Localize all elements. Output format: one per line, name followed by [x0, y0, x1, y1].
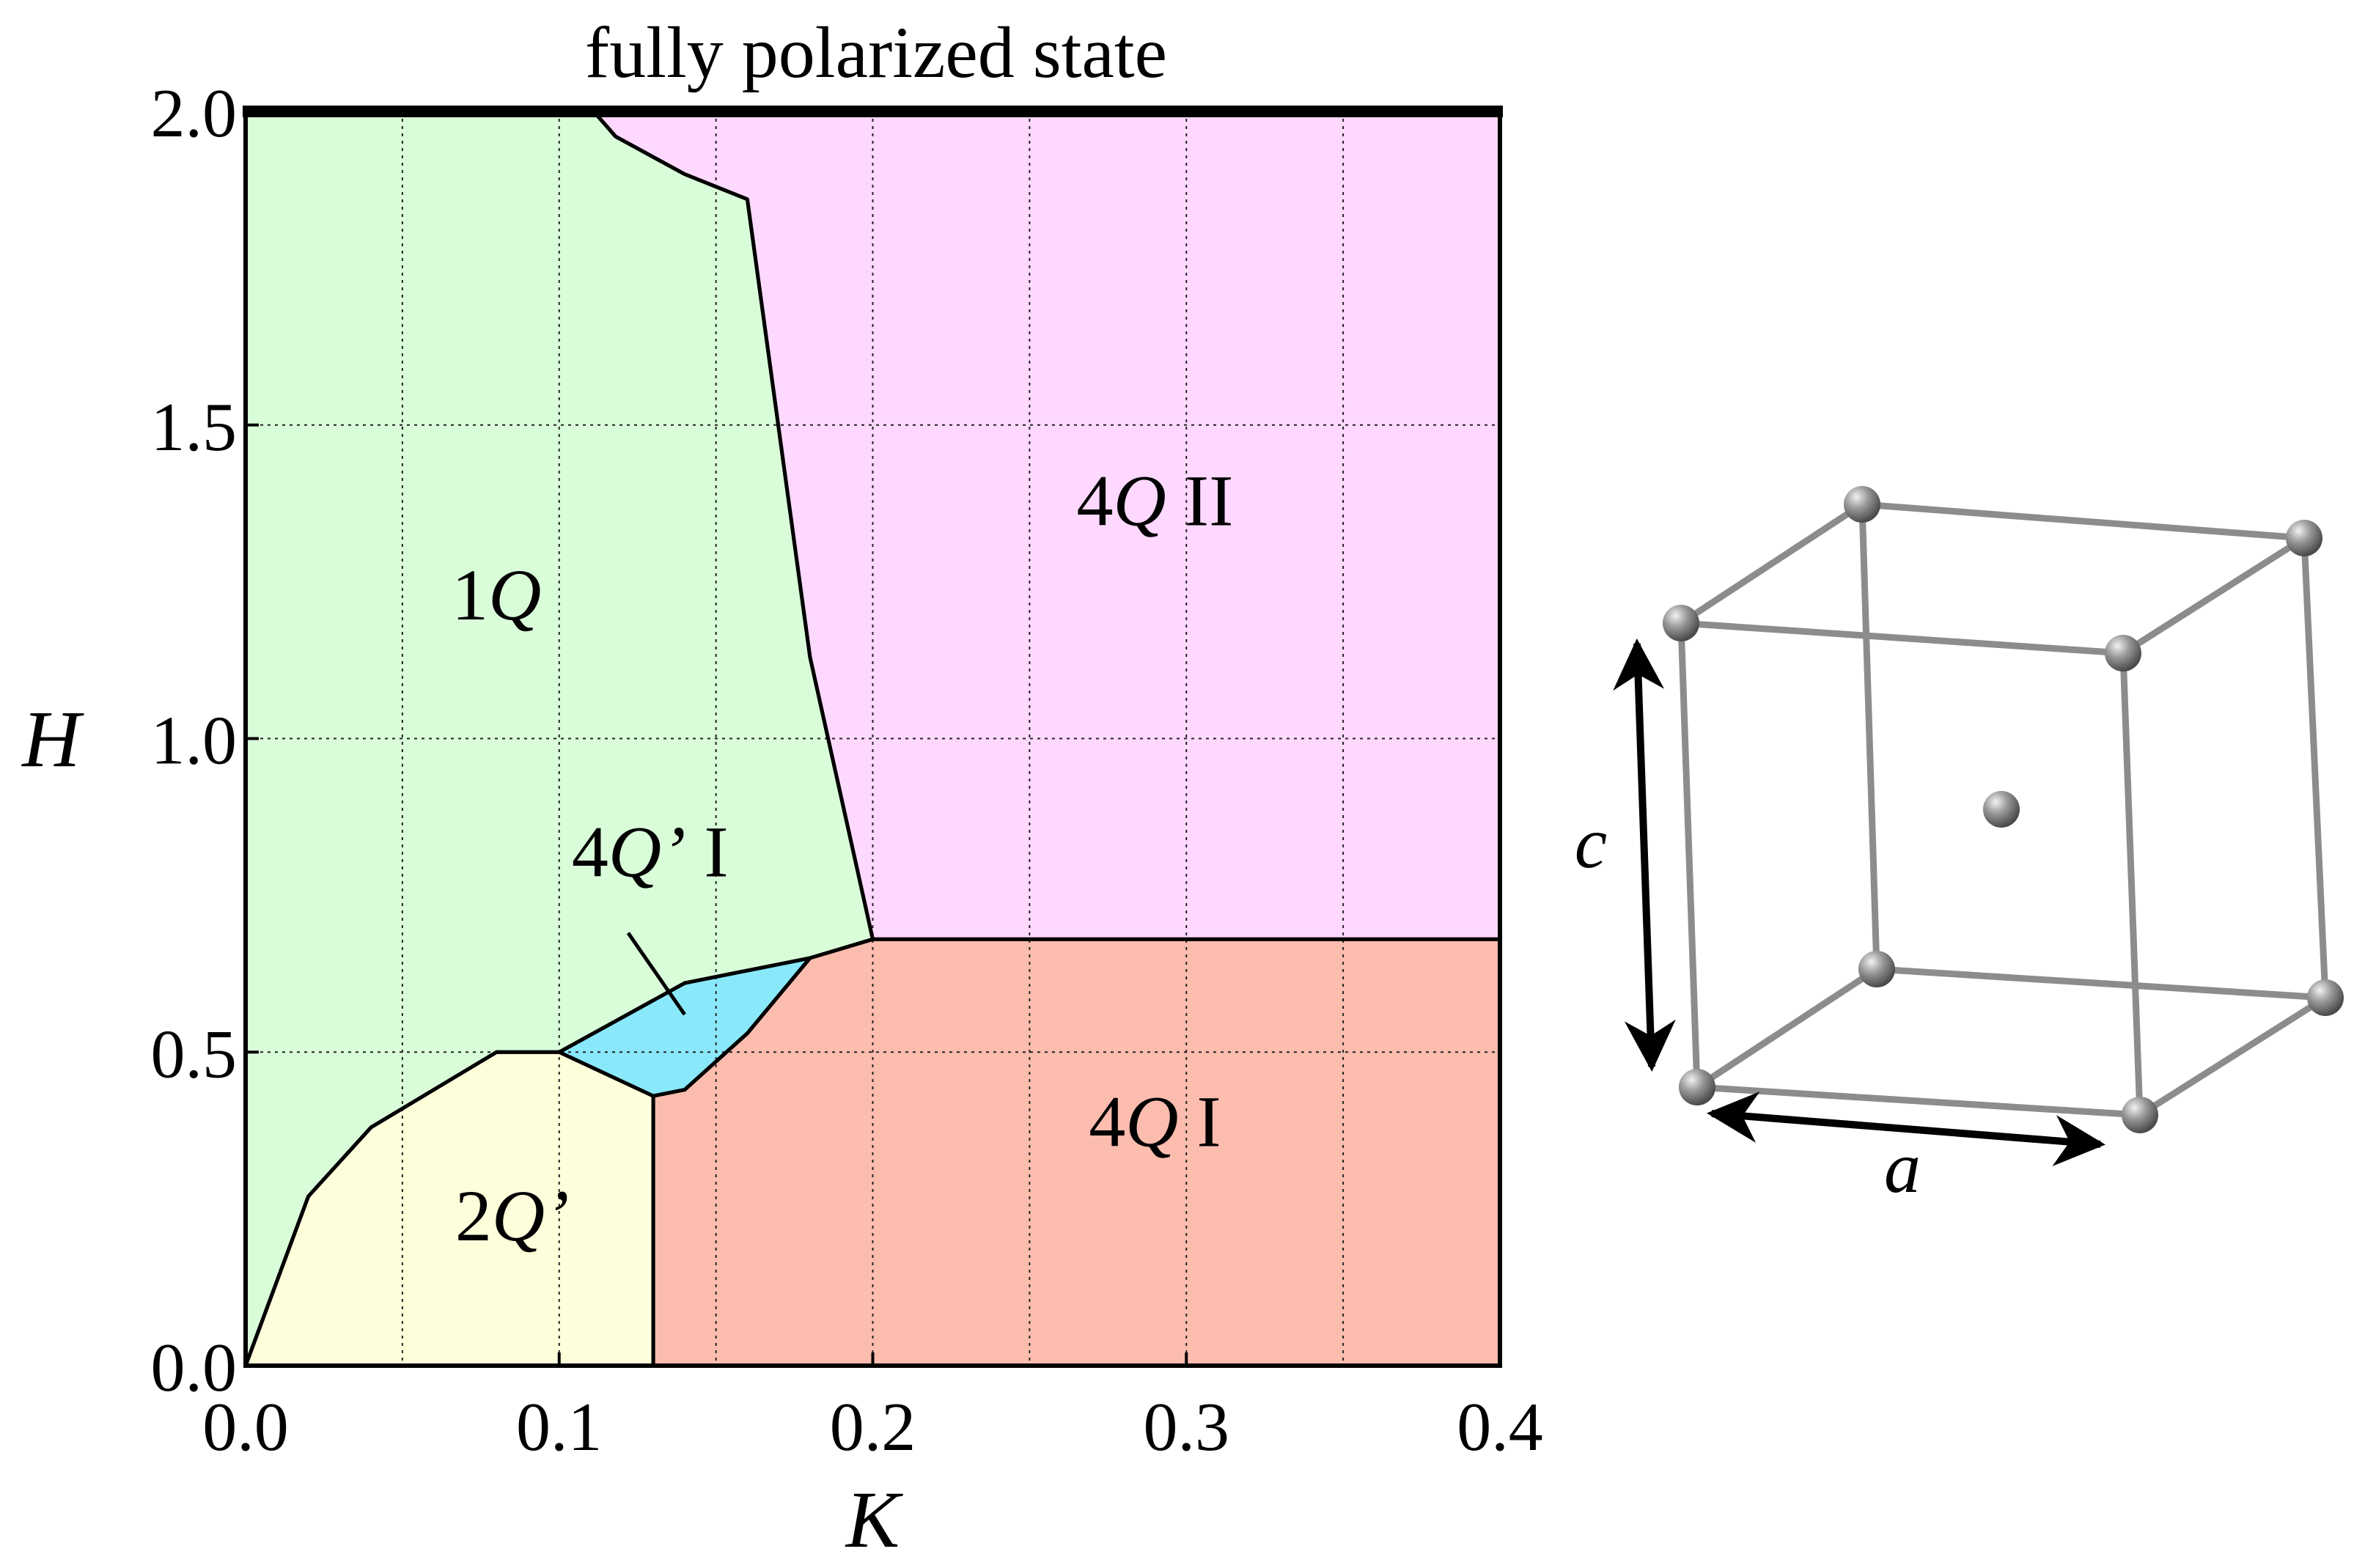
a-axis-label: a — [1884, 1127, 1921, 1208]
atom — [2307, 979, 2344, 1016]
unit-cell-atoms — [1663, 486, 2344, 1133]
atom — [2286, 520, 2322, 556]
y-tick-label: 0.5 — [151, 1016, 238, 1092]
bond — [1693, 1083, 2144, 1119]
phase-diagram: fully polarized state 0.0 0.1 0.2 0.3 0.4 0.… — [21, 12, 1542, 1564]
x-tick-label: 0.0 — [202, 1389, 289, 1465]
phase-boundary — [557, 956, 812, 1098]
region-label: 2Q’ — [455, 1175, 570, 1256]
atom — [1679, 1069, 1715, 1105]
bond — [2136, 994, 2329, 1119]
x-axis-ticks: 0.0 0.1 0.2 0.3 0.4 — [202, 1352, 1543, 1465]
x-axis-label: K — [845, 1475, 904, 1564]
unit-cell-illustration: c a — [1575, 486, 2344, 1208]
y-axis-label: H — [21, 695, 84, 784]
unit-cell-bonds — [1677, 501, 2329, 1119]
atom — [2105, 635, 2141, 671]
body-center-atom — [1983, 791, 2020, 828]
phase-labels: 1Q 4Q II 4Q I 2Q’ 4Q’ I — [452, 460, 1233, 1256]
y-tick-label: 1.0 — [151, 703, 238, 779]
fully-polarized-label: fully polarized state — [585, 12, 1167, 93]
a-axis-arrow — [1707, 1092, 2105, 1166]
region-label: 1Q — [452, 554, 541, 636]
c-axis-label: c — [1575, 802, 1607, 883]
bond — [2300, 534, 2329, 1001]
region-4q-i — [652, 938, 1501, 1366]
phase-regions — [245, 111, 1501, 1366]
bond — [2119, 649, 2144, 1119]
label-pointer — [626, 932, 686, 1016]
bond — [2119, 534, 2308, 657]
y-tick-label: 0.0 — [151, 1330, 238, 1406]
c-axis-arrow — [1613, 638, 1676, 1072]
y-tick-label: 2.0 — [151, 76, 238, 152]
x-tick-label: 0.1 — [516, 1389, 603, 1465]
atom — [1858, 951, 1895, 987]
x-tick-label: 0.3 — [1144, 1389, 1230, 1465]
atom — [1663, 605, 1699, 641]
bond — [1677, 619, 1701, 1091]
bond — [1677, 501, 1866, 627]
region-label: 4Q’ I — [572, 811, 729, 893]
atom — [2122, 1097, 2158, 1133]
phase-boundary — [243, 1050, 655, 1368]
bond — [1858, 501, 2308, 542]
y-axis-ticks: 0.0 0.5 1.0 1.5 2.0 — [151, 76, 259, 1406]
x-tick-label: 0.4 — [1457, 1389, 1543, 1465]
x-tick-label: 0.2 — [830, 1389, 916, 1465]
bond — [1693, 965, 1880, 1091]
y-tick-label: 1.5 — [151, 389, 238, 465]
region-label: 4Q I — [1089, 1081, 1221, 1163]
atom — [1844, 486, 1880, 523]
region-label: 4Q II — [1077, 460, 1234, 542]
bond — [1677, 619, 2127, 657]
bond — [1873, 965, 2329, 1001]
bond — [1858, 501, 1880, 973]
